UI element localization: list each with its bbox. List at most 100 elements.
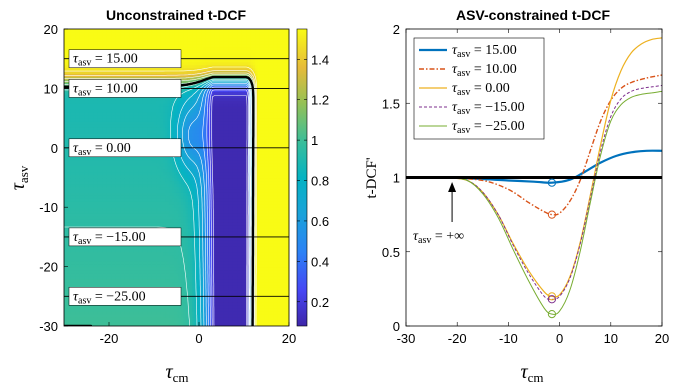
heatmap-cell	[115, 127, 119, 131]
heatmap-cell	[106, 278, 110, 283]
heatmap-cell	[127, 272, 130, 277]
heatmap-cell	[109, 323, 112, 326]
heatmap-cell	[79, 127, 83, 131]
heatmap-cell	[129, 180, 133, 185]
heatmap-cell	[131, 129, 135, 134]
heatmap-cell	[106, 180, 110, 185]
heatmap-cell	[129, 248, 133, 253]
heatmap-cell	[66, 144, 70, 149]
heatmap-cell	[131, 174, 135, 179]
heatmap-cell	[84, 112, 88, 116]
heatmap-cell	[106, 251, 110, 256]
heatmap-cell	[109, 278, 112, 283]
heatmap-cell	[73, 207, 76, 211]
heatmap-cell	[66, 275, 70, 280]
heatmap-cell	[82, 272, 85, 277]
heatmap-cell	[73, 263, 76, 268]
heatmap-cell	[120, 260, 124, 265]
heatmap-cell	[120, 100, 124, 104]
heatmap-cell	[131, 257, 135, 262]
heatmap-cell	[127, 305, 130, 309]
heatmap-cell	[95, 171, 99, 176]
heatmap-cell	[104, 121, 108, 125]
heatmap-cell	[84, 183, 88, 188]
heatmap-cell	[109, 245, 112, 250]
heatmap-cell	[115, 311, 119, 315]
heatmap-cell	[64, 129, 67, 134]
heatmap-cell	[113, 219, 117, 223]
heatmap-cell	[82, 129, 85, 134]
heatmap-cell	[97, 201, 101, 205]
heatmap-cell	[95, 129, 99, 134]
heatmap-cell	[75, 284, 79, 288]
heatmap-cell	[100, 311, 103, 315]
heatmap-cell	[122, 171, 126, 176]
heatmap-cell	[79, 183, 83, 188]
heatmap-cell	[84, 189, 88, 193]
heatmap-cell	[124, 219, 128, 223]
heatmap-cell	[127, 132, 130, 137]
heatmap-cell	[133, 129, 137, 134]
heatmap-cell	[115, 278, 119, 283]
heatmap-cell	[68, 216, 72, 220]
heatmap-cell	[79, 70, 83, 75]
heatmap-cell	[70, 269, 74, 274]
heatmap-cell	[124, 314, 128, 318]
heatmap-cell	[111, 67, 115, 72]
heatmap-cell	[70, 186, 74, 190]
heatmap-cell	[84, 210, 88, 214]
heatmap-cell	[120, 115, 124, 119]
heatmap-cell	[95, 314, 99, 318]
heatmap-cell	[77, 124, 81, 128]
heatmap-cell	[131, 118, 135, 122]
heatmap-cell	[122, 275, 126, 280]
heatmap-cell	[91, 281, 94, 286]
heatmap-cell	[77, 46, 81, 51]
heatmap-cell	[124, 222, 128, 226]
heatmap-cell	[66, 192, 70, 196]
heatmap-cell	[97, 245, 101, 250]
heatmap-cell	[124, 67, 128, 72]
heatmap-cell	[129, 34, 133, 39]
heatmap-cell	[111, 222, 115, 226]
heatmap-cell	[113, 269, 117, 274]
heatmap-cell	[79, 263, 83, 268]
heatmap-cell	[77, 70, 81, 75]
heatmap-cell	[113, 266, 117, 271]
heatmap-cell	[93, 67, 97, 72]
heatmap-cell	[70, 124, 74, 128]
heatmap-cell	[68, 34, 72, 39]
heatmap-cell	[120, 308, 124, 312]
heatmap-cell	[111, 192, 115, 196]
heatmap-cell	[127, 314, 130, 318]
heatmap-cell	[113, 308, 117, 312]
heatmap-cell	[64, 61, 67, 66]
heatmap-cell	[77, 189, 81, 193]
heatmap-cell	[64, 311, 67, 315]
heatmap-cell	[70, 34, 74, 39]
heatmap-cell	[73, 269, 76, 274]
heatmap-cell	[66, 61, 70, 66]
heatmap-cell	[120, 67, 124, 72]
heatmap-cell	[131, 275, 135, 280]
heatmap-cell	[113, 177, 117, 182]
heatmap-cell	[118, 168, 121, 173]
heatmap-cell	[93, 210, 97, 214]
heatmap-cell	[93, 115, 97, 119]
heatmap-cell	[66, 177, 70, 182]
heatmap-cell	[75, 132, 79, 137]
heatmap-cell	[68, 121, 72, 125]
heatmap-cell	[118, 323, 121, 326]
heatmap-cell	[120, 37, 124, 42]
heatmap-cell	[118, 281, 121, 286]
heatmap-cell	[120, 272, 124, 277]
heatmap-cell	[84, 311, 88, 315]
heatmap-cell	[95, 132, 99, 137]
heatmap-cell	[120, 31, 124, 36]
heatmap-cell	[86, 281, 90, 286]
heatmap-cell	[113, 260, 117, 265]
heatmap-cell	[131, 70, 135, 75]
heatmap-cell	[70, 132, 74, 137]
heatmap-cell	[86, 314, 90, 318]
